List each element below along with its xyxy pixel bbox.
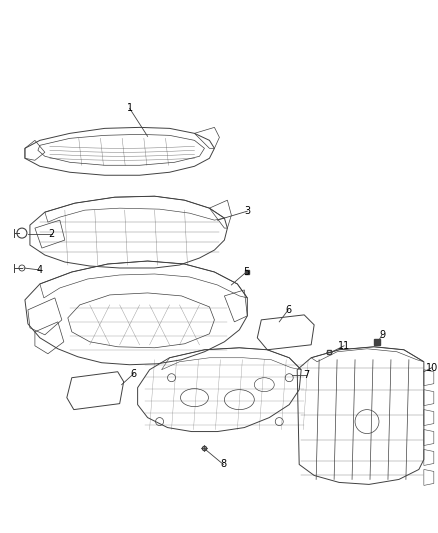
Text: 10: 10 — [426, 363, 438, 373]
Text: 8: 8 — [220, 459, 226, 470]
Text: 6: 6 — [131, 369, 137, 379]
Text: 9: 9 — [379, 330, 385, 340]
Text: 1: 1 — [127, 103, 133, 114]
Text: 6: 6 — [285, 305, 291, 315]
Text: 5: 5 — [243, 267, 250, 277]
Text: 11: 11 — [338, 341, 350, 351]
Text: 4: 4 — [37, 265, 43, 275]
Text: 2: 2 — [49, 229, 55, 239]
Text: 3: 3 — [244, 206, 251, 216]
Text: 7: 7 — [303, 370, 309, 379]
